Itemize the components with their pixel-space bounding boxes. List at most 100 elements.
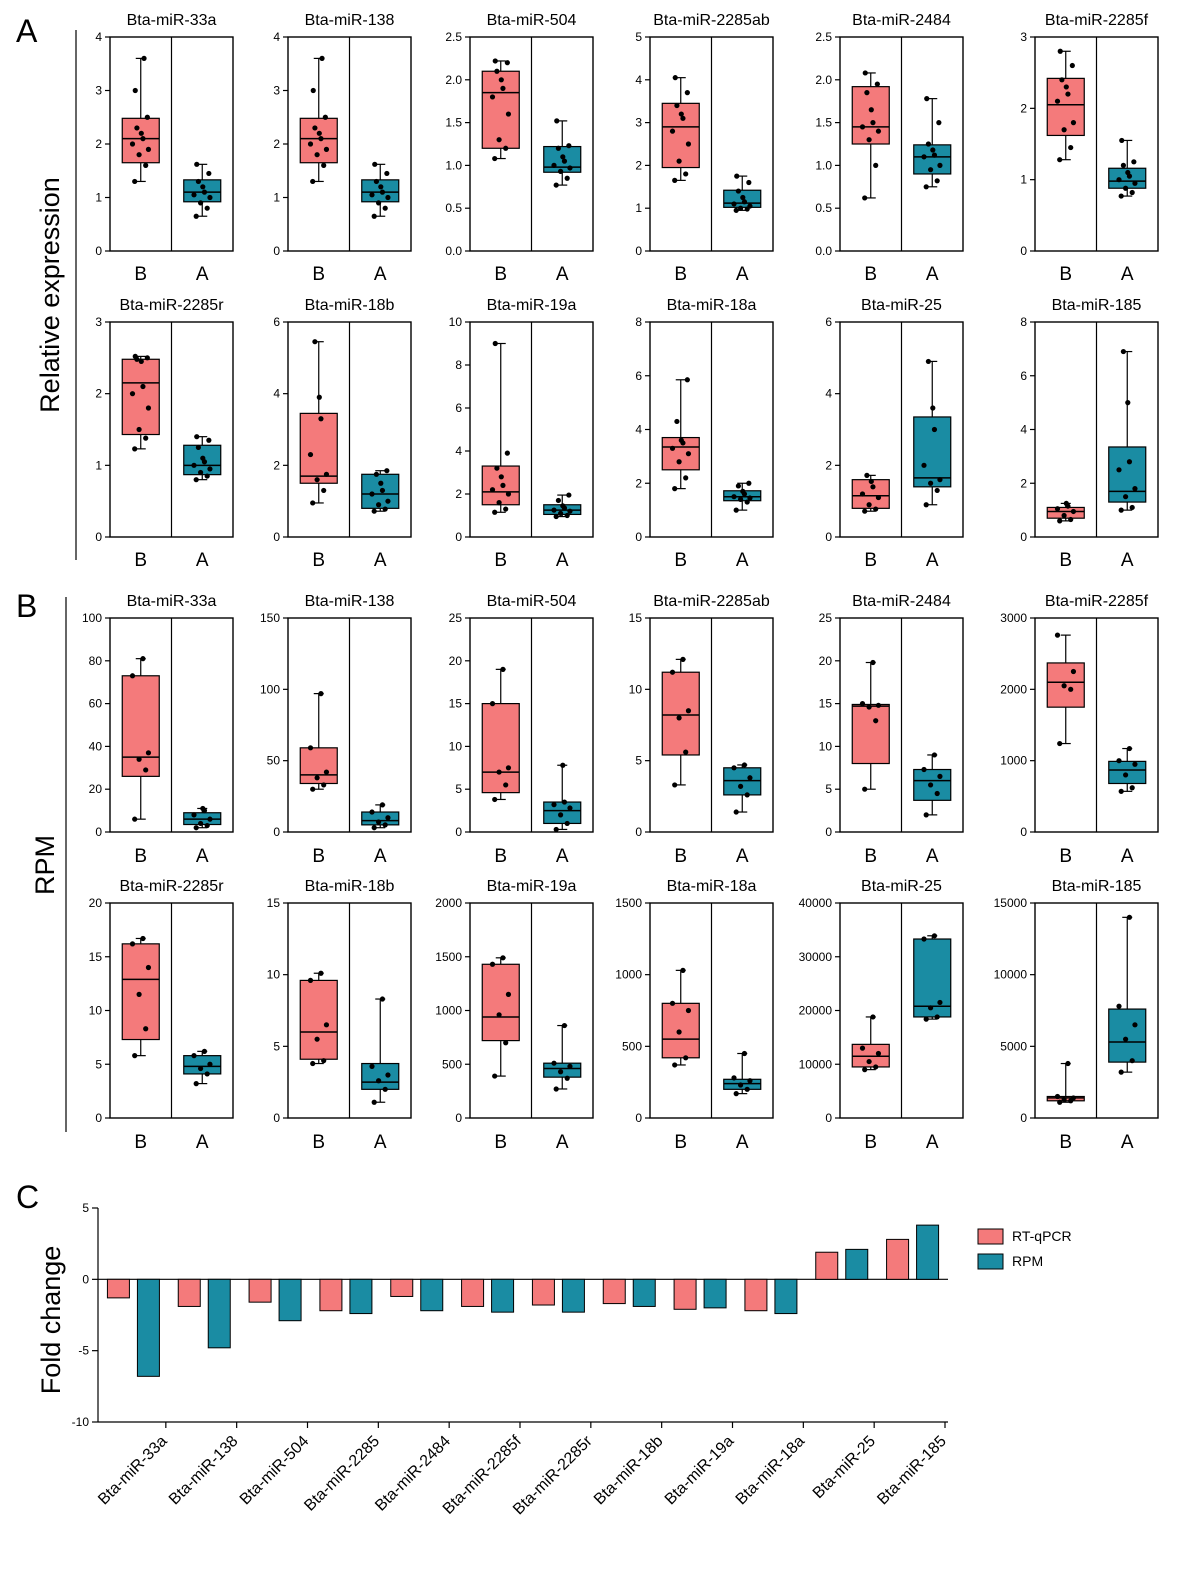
y-tick-label: 0 [455, 530, 462, 544]
subplot-a-bta-mir-2285r: Bta-miR-2285r 0 1 2 3 B A [95, 297, 234, 571]
y-tick-label: 0 [95, 530, 102, 544]
subplot-title: Bta-miR-185 [1052, 878, 1142, 895]
data-point-b [144, 114, 150, 120]
data-point-b [1068, 686, 1074, 692]
subplot-a-bta-mir-185: Bta-miR-185 0 2 4 6 8 B A [1020, 297, 1159, 571]
data-point-a [371, 1099, 377, 1105]
data-point-a [382, 822, 388, 828]
y-tick-label: 2 [273, 137, 280, 151]
y-tick-label: 5 [825, 782, 832, 796]
data-point-a [567, 165, 573, 171]
data-point-a [191, 1053, 197, 1059]
data-point-a [744, 792, 750, 798]
y-tick-label: 80 [89, 654, 103, 668]
box-b [661, 671, 700, 756]
data-point-a [198, 469, 204, 476]
data-point-a [1126, 459, 1133, 465]
box-b [299, 979, 338, 1060]
box-b [121, 943, 160, 1041]
data-point-b [318, 136, 324, 142]
y-tick-label: 0 [825, 825, 832, 839]
y-tick-label: 0.5 [815, 201, 832, 215]
subplot-b-bta-mir-25: Bta-miR-25 0 10000 20000 30000 40000 B A [799, 878, 964, 1153]
y-tick-label: 20 [89, 896, 103, 910]
data-point-a [931, 752, 938, 758]
y-tick-label: 60 [89, 697, 103, 711]
y-tick-label: 3 [1020, 30, 1027, 44]
panel-c-ylabel: Fold change [36, 1246, 66, 1395]
data-point-a [384, 468, 390, 474]
y-tick-label: 20000 [799, 1004, 833, 1018]
y-tick-label: 5000 [1000, 1039, 1027, 1053]
data-point-a [193, 1081, 199, 1087]
group-label-b: B [864, 264, 877, 285]
box-b [121, 358, 160, 436]
y-tick-label: 0 [95, 244, 102, 258]
data-point-b [1061, 1096, 1067, 1102]
legend-swatch-rpm [977, 1253, 1004, 1270]
data-point-a [740, 488, 746, 494]
data-point-a [1131, 159, 1137, 165]
data-point-b [143, 1026, 149, 1032]
data-point-a [561, 799, 568, 805]
y-tick-label: 0 [95, 825, 102, 839]
data-point-b [323, 769, 330, 775]
group-label-b: B [134, 264, 147, 285]
data-point-a [198, 820, 204, 827]
data-point-b [680, 967, 686, 973]
data-point-a [561, 158, 568, 164]
group-label-b: B [134, 1132, 147, 1153]
data-point-b [496, 137, 502, 143]
data-point-a [747, 1078, 753, 1084]
data-point-a [931, 152, 938, 158]
y-tick-label: 100 [82, 611, 102, 625]
y-tick-label: 1000 [1000, 754, 1027, 768]
group-label-a: A [196, 550, 209, 571]
y-tick-label: 0 [273, 530, 280, 544]
subplot-title: Bta-miR-18a [667, 878, 757, 895]
data-point-a [738, 1082, 744, 1088]
data-point-b [145, 405, 152, 411]
data-point-b [505, 491, 512, 497]
x-tick-label-bta-mir-25: Bta-miR-25 [810, 1433, 879, 1502]
x-tick-label-bta-mir-33a: Bta-miR-33a [95, 1433, 171, 1509]
data-point-b [672, 1062, 678, 1068]
y-tick-label: 500 [442, 1057, 462, 1071]
bar-rpm-bta-mir-19a [703, 1278, 727, 1309]
y-tick-label: 20 [449, 654, 463, 668]
data-point-b [134, 125, 140, 131]
y-tick-label: 40 [89, 739, 103, 753]
data-point-a [1123, 772, 1129, 778]
data-point-b [489, 94, 496, 100]
subplot-title: Bta-miR-25 [861, 297, 942, 314]
y-tick-label: 6 [273, 315, 280, 329]
data-point-a [558, 510, 564, 516]
data-point-b [129, 941, 136, 947]
data-point-b [672, 486, 678, 492]
y-tick-label: 4 [635, 423, 642, 437]
y-tick-label: 6 [455, 401, 462, 415]
box-b [481, 70, 520, 149]
data-point-a [384, 170, 390, 177]
data-point-b [1054, 632, 1061, 638]
data-point-a [564, 1075, 570, 1081]
data-point-a [207, 466, 213, 472]
data-point-a [553, 513, 559, 520]
data-point-b [685, 451, 692, 457]
subplot-title: Bta-miR-2285f [1045, 12, 1149, 29]
group-label-a: A [556, 846, 569, 867]
data-point-a [198, 1065, 204, 1072]
y-tick-label: 0 [1020, 244, 1027, 258]
data-point-b [866, 704, 872, 710]
y-tick-label: 0 [1020, 530, 1027, 544]
data-point-b [676, 459, 682, 465]
bar-rt-qpcr-bta-mir-2285r [531, 1278, 555, 1306]
subplot-title: Bta-miR-504 [487, 12, 577, 29]
data-point-b [136, 152, 142, 158]
data-point-a [558, 812, 564, 818]
bar-rpm-bta-mir-25 [845, 1248, 869, 1280]
data-point-b [1070, 120, 1077, 126]
data-point-b [138, 358, 144, 365]
data-point-b [140, 656, 146, 662]
data-point-a [925, 358, 932, 365]
